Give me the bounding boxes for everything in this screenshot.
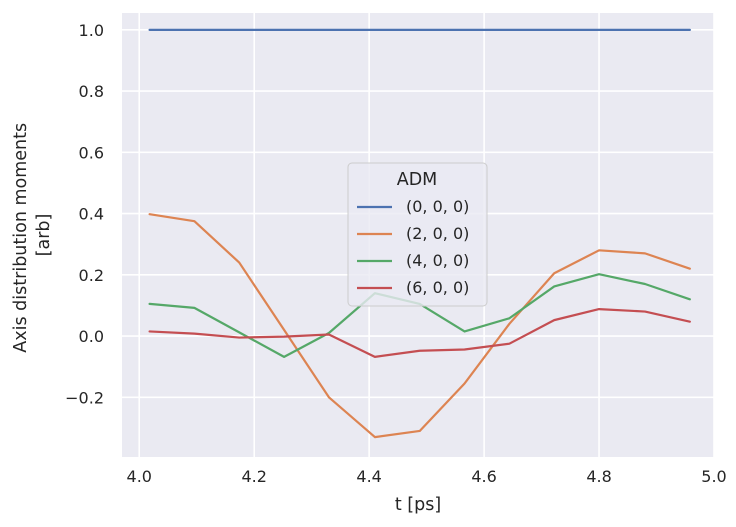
series-lines: [148, 28, 691, 439]
legend: ADM (0, 0, 0) (2, 0, 0) (4, 0, 0) (6, 0, 0): [347, 162, 488, 307]
y-tick-label: 0.0: [79, 327, 104, 346]
y-axis-label-line-1: Axis distribution moments: [11, 123, 31, 353]
y-tick-label: 0.8: [79, 82, 104, 101]
legend-entry: (0, 0, 0): [406, 197, 469, 216]
y-tick-label: −0.2: [65, 388, 104, 407]
y-tick-label: 1.0: [79, 21, 104, 40]
x-tick-label: 4.2: [241, 467, 266, 486]
y-tick-label: 0.2: [79, 266, 104, 285]
x-tick-label: 4.4: [356, 467, 381, 486]
legend-entry: (4, 0, 0): [406, 251, 469, 270]
x-tick-label: 5.0: [701, 467, 726, 486]
legend-items: (0, 0, 0) (2, 0, 0) (4, 0, 0) (6, 0, 0): [357, 197, 469, 297]
y-tick-label: 0.4: [79, 205, 104, 224]
legend-entry: (6, 0, 0): [406, 278, 469, 297]
x-tick-label: 4.0: [127, 467, 152, 486]
y-axis-label-line-2: [arb]: [34, 214, 54, 257]
x-tick-labels: 4.0 4.2 4.4 4.6 4.8 5.0: [127, 467, 727, 486]
x-tick-label: 4.6: [471, 467, 496, 486]
y-axis-label: Axis distribution moments [arb]: [11, 117, 54, 352]
legend-box: [347, 162, 488, 307]
x-tick-label: 4.8: [586, 467, 611, 486]
legend-entry: (2, 0, 0): [406, 224, 469, 243]
y-tick-label: 0.6: [79, 143, 104, 162]
series-line-3: [148, 308, 691, 358]
y-tick-labels: −0.2 0.0 0.2 0.4 0.6 0.8 1.0: [65, 21, 104, 407]
series-line-1: [148, 213, 691, 439]
legend-title: ADM: [397, 170, 438, 190]
x-axis-label: t [ps]: [395, 495, 441, 515]
